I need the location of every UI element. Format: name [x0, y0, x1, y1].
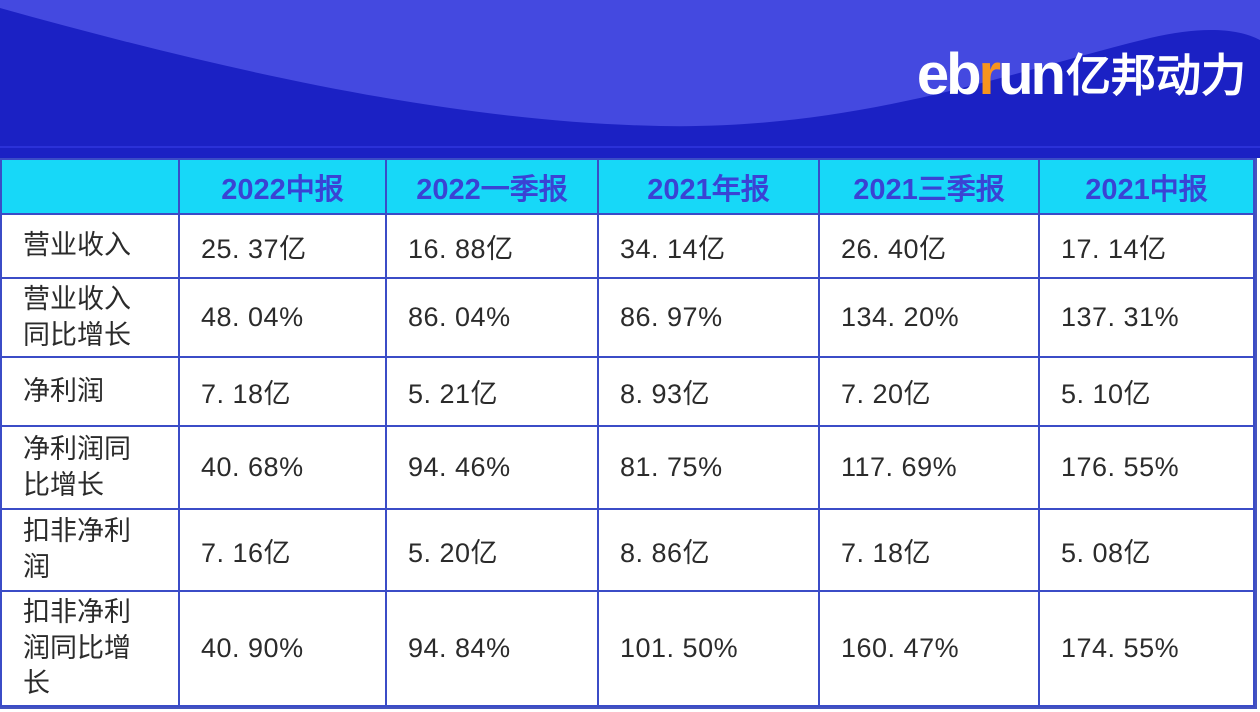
- cell-value: 16. 88亿: [385, 213, 599, 279]
- financial-table-grid: 2022中报 2022一季报 2021年报 2021三季报 2021中报 营业收…: [0, 158, 1255, 707]
- cell-value: 101. 50%: [597, 590, 820, 707]
- cell-value: 5. 10亿: [1038, 356, 1255, 427]
- cell-value: 8. 93亿: [597, 356, 820, 427]
- cell-value: 40. 90%: [178, 590, 387, 707]
- cell-value: 137. 31%: [1038, 277, 1255, 358]
- col-header-2022-q1: 2022一季报: [385, 158, 599, 215]
- col-header-2021-q3: 2021三季报: [818, 158, 1040, 215]
- table-row: 扣非净利 润 7. 16亿 5. 20亿 8. 86亿 7. 18亿 5. 08…: [0, 508, 1255, 592]
- cell-value: 134. 20%: [818, 277, 1040, 358]
- table-row: 营业收入 同比增长 48. 04% 86. 04% 86. 97% 134. 2…: [0, 277, 1255, 358]
- table-row: 净利润同 比增长 40. 68% 94. 46% 81. 75% 117. 69…: [0, 425, 1255, 510]
- cell-value: 5. 20亿: [385, 508, 599, 592]
- cell-value: 94. 46%: [385, 425, 599, 510]
- cell-value: 86. 97%: [597, 277, 820, 358]
- cell-value: 174. 55%: [1038, 590, 1255, 707]
- cell-value: 160. 47%: [818, 590, 1040, 707]
- col-header-2022-interim: 2022中报: [178, 158, 387, 215]
- bottom-gap: [0, 709, 1260, 712]
- cell-value: 5. 08亿: [1038, 508, 1255, 592]
- cell-value: 176. 55%: [1038, 425, 1255, 510]
- table-row: 扣非净利 润同比增 长 40. 90% 94. 84% 101. 50% 160…: [0, 590, 1255, 707]
- row-label: 扣非净利 润: [0, 508, 180, 592]
- financial-table: 2022中报 2022一季报 2021年报 2021三季报 2021中报 营业收…: [0, 158, 1257, 709]
- row-label: 扣非净利 润同比增 长: [0, 590, 180, 707]
- table-header-row: 2022中报 2022一季报 2021年报 2021三季报 2021中报: [0, 158, 1255, 215]
- cell-value: 81. 75%: [597, 425, 820, 510]
- cell-value: 26. 40亿: [818, 213, 1040, 279]
- logo-text-un: un: [998, 42, 1066, 107]
- cell-value: 5. 21亿: [385, 356, 599, 427]
- ebrun-logo: eb r un 亿邦动力: [917, 46, 1246, 104]
- logo-text-eb: eb: [916, 42, 982, 107]
- cell-value: 40. 68%: [178, 425, 387, 510]
- cell-value: 94. 84%: [385, 590, 599, 707]
- row-label: 营业收入 同比增长: [0, 277, 180, 358]
- cell-value: 7. 18亿: [818, 508, 1040, 592]
- col-header-blank: [0, 158, 180, 215]
- cell-value: 17. 14亿: [1038, 213, 1255, 279]
- banner-wave-graphic: [0, 0, 1260, 158]
- logo-text-r: r: [978, 42, 1002, 107]
- cell-value: 48. 04%: [178, 277, 387, 358]
- cell-value: 7. 20亿: [818, 356, 1040, 427]
- cell-value: 34. 14亿: [597, 213, 820, 279]
- cell-value: 7. 16亿: [178, 508, 387, 592]
- cell-value: 117. 69%: [818, 425, 1040, 510]
- table-row: 营业收入 25. 37亿 16. 88亿 34. 14亿 26. 40亿 17.…: [0, 213, 1255, 279]
- table-row: 净利润 7. 18亿 5. 21亿 8. 93亿 7. 20亿 5. 10亿: [0, 356, 1255, 427]
- cell-value: 7. 18亿: [178, 356, 387, 427]
- cell-value: 86. 04%: [385, 277, 599, 358]
- row-label: 净利润同 比增长: [0, 425, 180, 510]
- col-header-2021-interim: 2021中报: [1038, 158, 1255, 215]
- cell-value: 25. 37亿: [178, 213, 387, 279]
- col-header-2021-annual: 2021年报: [597, 158, 820, 215]
- row-label: 净利润: [0, 356, 180, 427]
- logo-text-cjk: 亿邦动力: [1065, 49, 1246, 101]
- row-label: 营业收入: [0, 213, 180, 279]
- header-banner: eb r un 亿邦动力: [0, 0, 1260, 158]
- cell-value: 8. 86亿: [597, 508, 820, 592]
